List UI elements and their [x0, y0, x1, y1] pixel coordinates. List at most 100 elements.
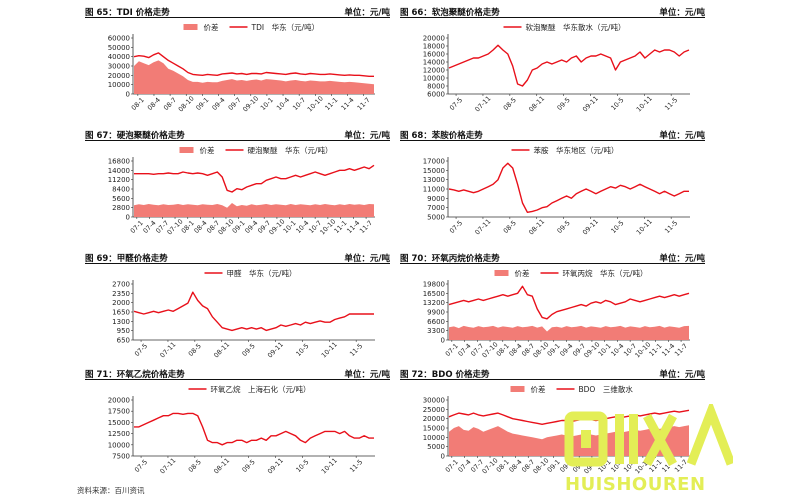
x-tick-label: 11-4 — [345, 219, 361, 235]
legend-label: 价差 — [515, 268, 530, 278]
x-tick-label: 08-10 — [177, 94, 196, 113]
x-tick-label: 11-7 — [356, 96, 372, 112]
x-tick-label: 10-7 — [291, 96, 307, 112]
huishouren-logo: HUISHOUREN — [563, 404, 733, 498]
y-tick-label: 12000 — [423, 67, 445, 75]
x-tick-label: 09-11 — [266, 340, 285, 359]
series-line — [448, 162, 689, 214]
y-tick-label: 17000 — [423, 158, 445, 166]
x-tick-label: 11-1 — [323, 96, 339, 112]
x-tick-label: 11-5 — [663, 219, 679, 235]
y-tick-label: 13200 — [423, 299, 445, 307]
y-tick-label: 15000 — [423, 425, 445, 433]
y-tick-label: 30000 — [108, 63, 130, 71]
legend-item: 价差 — [510, 384, 546, 394]
legend-swatch — [179, 147, 194, 153]
x-tick-label: 09-10 — [241, 94, 260, 113]
chart-title: 图 67：硬泡聚醚价格走势 — [85, 131, 185, 141]
series-line — [133, 291, 374, 332]
y-tick-label: 14000 — [423, 59, 445, 67]
y-tick-label: 25000 — [423, 406, 445, 414]
y-tick-label: 9900 — [427, 309, 445, 317]
chart-panel-fig71: 图 71：环氧乙烷价格走势 单位：元/吨 环氧乙烷 上海石化（元/吨） 20000 1… — [85, 366, 390, 481]
x-tick-label: 10-4 — [275, 96, 291, 112]
chart-title: 图 65：TDI 价格走势 — [85, 8, 170, 18]
series-line — [133, 52, 374, 77]
y-tick-label: 10000 — [423, 75, 445, 83]
y-tick-label: 650 — [117, 337, 130, 345]
x-tick-label: 08-11 — [527, 217, 546, 236]
y-tick-label: 2350 — [112, 290, 130, 298]
legend-item: BDO 三维散水 — [556, 384, 633, 394]
y-tick-label: 1650 — [112, 309, 130, 317]
legend-label: 环氧丙烷 华东（元/吨） — [563, 268, 648, 278]
x-tick-label: 10-11 — [635, 217, 654, 236]
y-tick-label: 5600 — [112, 195, 130, 203]
y-tick-label: 11200 — [108, 176, 130, 184]
x-tick-label: 07-5 — [448, 96, 464, 112]
x-tick-label: 08-4 — [507, 342, 523, 358]
y-tick-label: 19800 — [423, 281, 445, 289]
x-tick-label: 11-4 — [660, 342, 676, 358]
series-line — [134, 412, 374, 446]
y-tick-label: 16800 — [108, 158, 130, 166]
x-tick-label: 08-5 — [187, 342, 203, 358]
x-tick-label: 08-11 — [527, 94, 546, 113]
legend-label: 苯胺 华东地区（元/吨） — [534, 145, 619, 155]
y-tick-label: 16000 — [423, 51, 445, 59]
x-tick-label: 09-11 — [266, 456, 285, 475]
legend-label: 价差 — [531, 384, 546, 394]
x-tick-label: 09-4 — [558, 342, 574, 358]
x-tick-label: 09-5 — [556, 96, 572, 112]
y-tick-label: 20000 — [423, 35, 445, 43]
y-tick-label: 5000 — [427, 443, 445, 451]
x-tick-label: 08-7 — [162, 96, 178, 112]
y-tick-label: 10000 — [423, 434, 445, 442]
legend-label: 价差 — [200, 145, 215, 155]
chart-panel-fig70: 图 70：环氧丙烷价格走势 单位：元/吨 价差 环氧丙烷 华东（元/吨） 19800 1… — [400, 250, 705, 365]
x-tick-label: 10-5 — [609, 96, 625, 112]
x-tick-label: 09-11 — [581, 217, 600, 236]
series-area — [134, 60, 374, 94]
chart-title: 图 72：BDO 价格走势 — [400, 370, 490, 380]
y-tick-label: 2800 — [112, 204, 130, 212]
x-tick-label: 10-4 — [609, 342, 625, 358]
legend-label: 价差 — [204, 22, 219, 32]
chart-unit: 单位：元/吨 — [344, 131, 390, 141]
x-tick-label: 11-5 — [348, 458, 364, 474]
legend-item: 软泡聚醚 华东散水（元/吨） — [503, 22, 626, 32]
chart-panel-fig67: 图 67：硬泡聚醚价格走势 单位：元/吨 价差 硬泡聚醚 华东（元/吨） 16800 1… — [85, 127, 390, 242]
chart-panel-fig66: 图 66：软泡聚醚价格走势 单位：元/吨 软泡聚醚 华东散水（元/吨） 20000 1… — [400, 4, 705, 119]
y-tick-label: 0 — [441, 453, 445, 461]
logo-word: HUISHOUREN — [565, 474, 706, 495]
x-tick-label: 08-5 — [502, 96, 518, 112]
x-tick-label: 07-4 — [457, 342, 473, 358]
series-area — [449, 325, 689, 340]
y-tick-label: 60000 — [108, 35, 130, 43]
y-tick-label: 0 — [441, 337, 445, 345]
y-tick-label: 14000 — [108, 167, 130, 175]
chart-svg: 环氧乙烷 上海石化（元/吨） 20000 17500 15000 12500 10000 7… — [108, 384, 375, 476]
y-tick-label: 18000 — [423, 43, 445, 51]
x-tick-label: 11-7 — [358, 219, 374, 235]
x-tick-label: 11-4 — [340, 96, 356, 112]
legend-item: 甲醛 华东（元/吨） — [204, 268, 297, 278]
x-tick-label: 08-5 — [502, 219, 518, 235]
x-tick-label: 07-5 — [133, 458, 149, 474]
legend-label: 甲醛 华东（元/吨） — [227, 268, 297, 278]
y-tick-label: 10000 — [108, 441, 130, 449]
y-tick-label: 10000 — [108, 81, 130, 89]
y-tick-label: 15000 — [108, 419, 130, 427]
y-tick-label: 950 — [117, 327, 130, 335]
x-tick-label: 07-5 — [448, 219, 464, 235]
x-tick-label: 07-5 — [133, 342, 149, 358]
y-tick-label: 6600 — [427, 318, 445, 326]
chart-unit: 单位：元/吨 — [659, 131, 705, 141]
y-tick-label: 20000 — [423, 415, 445, 423]
x-tick-label: 10-10 — [306, 94, 325, 113]
legend-swatch — [494, 270, 509, 276]
y-tick-label: 7500 — [112, 453, 130, 461]
chart-unit: 单位：元/吨 — [344, 254, 390, 264]
